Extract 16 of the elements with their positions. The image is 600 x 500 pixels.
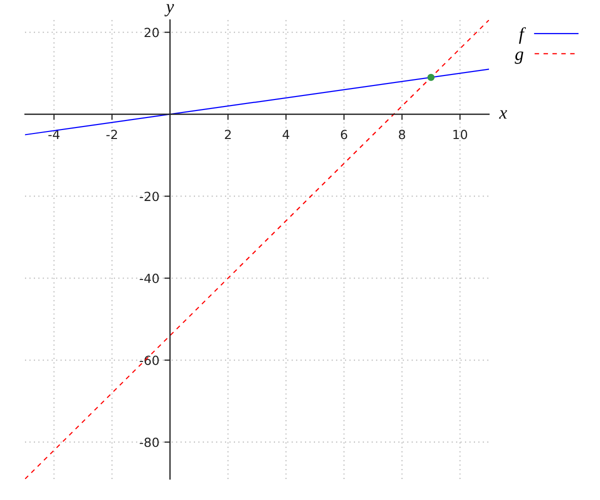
legend-label: f xyxy=(518,27,526,44)
y-tick-label: -20 xyxy=(140,192,159,202)
y-tick-label: 20 xyxy=(144,28,159,38)
x-tick-label: -4 xyxy=(48,130,60,140)
x-tick-label: 4 xyxy=(282,130,290,140)
y-tick-label: -80 xyxy=(140,438,159,448)
x-tick-label: 2 xyxy=(224,130,231,140)
legend-label: g xyxy=(514,52,524,64)
x-tick-label: 8 xyxy=(398,130,406,140)
y-tick-label: -60 xyxy=(140,356,159,366)
x-axis-title: x xyxy=(498,110,508,119)
x-tick-label: -2 xyxy=(106,130,117,140)
y-axis-title: y xyxy=(164,4,174,16)
y-tick-label: -40 xyxy=(140,274,159,284)
x-tick-label: 10 xyxy=(453,130,468,140)
x-tick-label: 6 xyxy=(340,130,348,140)
